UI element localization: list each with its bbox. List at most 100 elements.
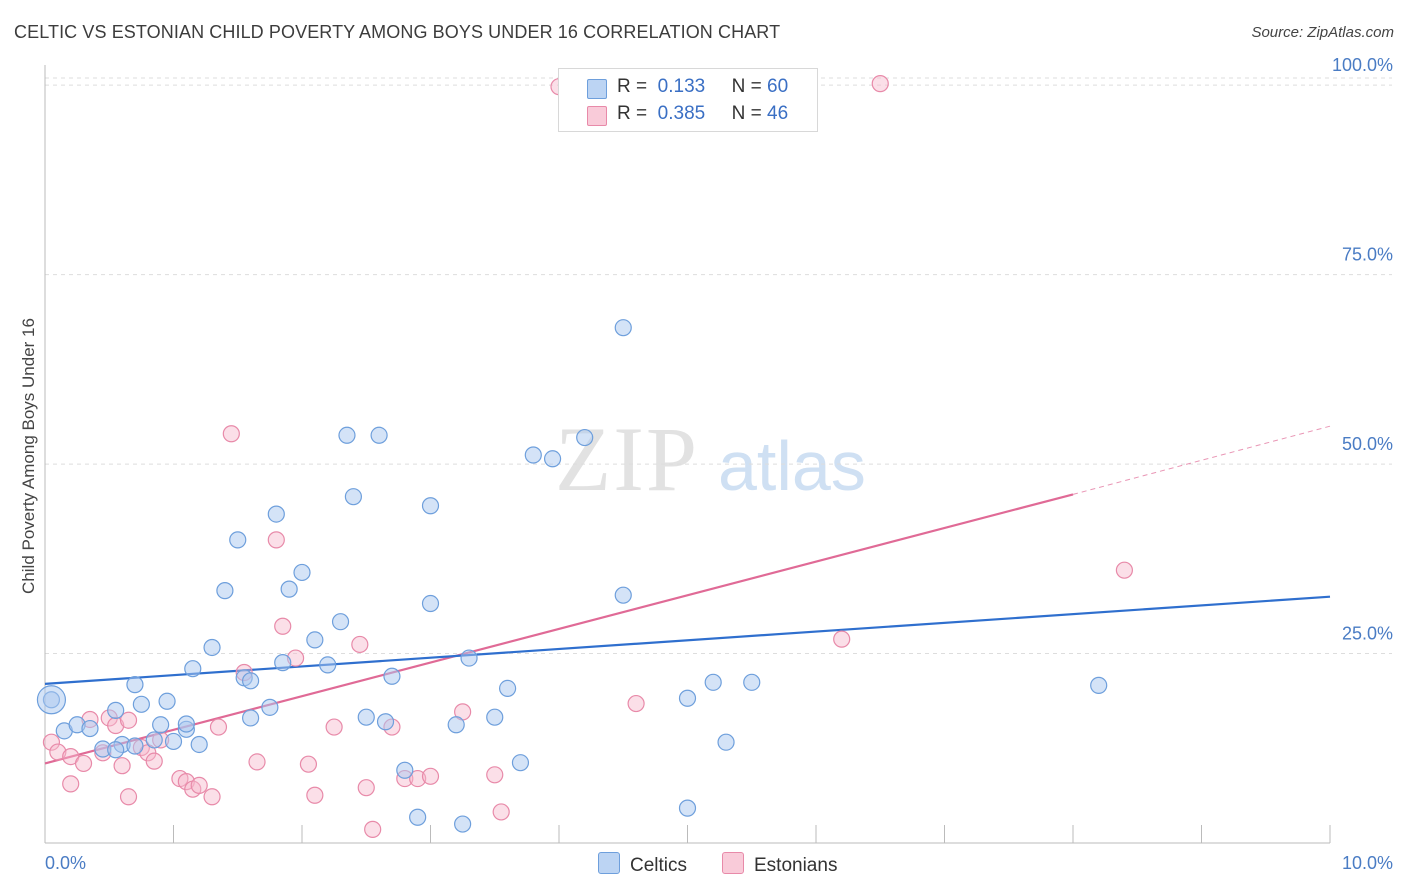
watermark-zip: ZIP bbox=[555, 408, 699, 510]
celtics-point bbox=[743, 673, 761, 691]
celtics-point bbox=[499, 679, 517, 698]
celtics-point bbox=[158, 692, 176, 710]
celtics-point bbox=[338, 426, 356, 444]
celtics-point bbox=[370, 426, 388, 444]
celtics-point bbox=[152, 716, 170, 734]
y-axis-label: Child Poverty Among Boys Under 16 bbox=[19, 318, 38, 594]
estonians-point bbox=[119, 788, 138, 806]
legend-r-value: 0.385 bbox=[657, 103, 706, 124]
celtics-point bbox=[396, 761, 414, 779]
estonians-point bbox=[325, 718, 343, 736]
celtics-swatch bbox=[587, 79, 607, 99]
legend-n-label: N = bbox=[731, 103, 762, 124]
estonians-point bbox=[409, 769, 427, 788]
celtics-point bbox=[164, 732, 183, 751]
estonians-point bbox=[62, 775, 80, 793]
celtics-point bbox=[229, 531, 247, 549]
celtics-point bbox=[184, 660, 202, 678]
estonians-point bbox=[145, 752, 163, 770]
celtics-point bbox=[614, 586, 632, 604]
celtics-point bbox=[704, 673, 722, 691]
celtics-point bbox=[357, 708, 375, 726]
estonians-point bbox=[871, 75, 889, 93]
estonians-point bbox=[42, 733, 61, 751]
estonians-point bbox=[190, 776, 208, 795]
celtics-point bbox=[274, 654, 292, 672]
celtics-point bbox=[203, 638, 221, 657]
celtics-point bbox=[543, 450, 562, 468]
estonians-point bbox=[274, 617, 292, 635]
celtics-point bbox=[267, 505, 285, 523]
estonians-swatch bbox=[722, 852, 744, 874]
gridlines bbox=[45, 77, 1392, 655]
celtics-point bbox=[511, 754, 530, 772]
celtics-point bbox=[678, 689, 697, 707]
bottom-legend-estonians: Estonians bbox=[722, 852, 837, 877]
axes bbox=[44, 65, 1331, 844]
estonians-point bbox=[267, 531, 285, 549]
legend-r-label: R = bbox=[617, 76, 648, 97]
celtics-point bbox=[177, 715, 195, 733]
legend-r-value: 0.133 bbox=[657, 76, 706, 97]
celtics-point bbox=[331, 613, 350, 631]
celtics-point bbox=[421, 594, 440, 613]
estonians-point bbox=[222, 425, 240, 443]
estonians-point bbox=[49, 743, 67, 761]
bottom-legend-celtics: Celtics bbox=[598, 852, 687, 877]
legend-r-label: R = bbox=[617, 103, 648, 124]
estonians-point bbox=[357, 779, 375, 797]
estonians-trend-line bbox=[44, 493, 1074, 765]
estonians-point bbox=[833, 630, 851, 648]
celtics-point bbox=[293, 563, 311, 582]
estonians-point bbox=[351, 635, 369, 654]
celtics-point bbox=[678, 799, 697, 817]
estonians-point bbox=[1115, 561, 1134, 579]
tick-labels: 25.0% 50.0% 75.0% 100.0% 0.0% 10.0% bbox=[45, 55, 1393, 873]
y-tick-label: 25.0% bbox=[1342, 624, 1393, 644]
trend-lines bbox=[44, 425, 1331, 765]
x-tick-label: 10.0% bbox=[1342, 853, 1393, 873]
estonians-point bbox=[299, 755, 318, 773]
estonians-point bbox=[113, 757, 131, 775]
estonians-point bbox=[203, 788, 221, 806]
celtics-point bbox=[126, 676, 144, 694]
estonians-point bbox=[209, 718, 228, 736]
celtics-point bbox=[454, 815, 472, 833]
y-tick-label: 75.0% bbox=[1342, 245, 1393, 265]
estonians-point bbox=[364, 820, 382, 838]
y-tick-label: 100.0% bbox=[1332, 55, 1393, 75]
celtics-swatch bbox=[598, 852, 620, 874]
celtics-point bbox=[132, 695, 150, 713]
celtics-point bbox=[421, 497, 440, 515]
celtics-point bbox=[524, 446, 542, 464]
estonians-point bbox=[306, 786, 324, 804]
legend: R = 0.133 N = 60 R = 0.385 N = 46 bbox=[558, 68, 818, 132]
celtics-point bbox=[409, 808, 427, 826]
celtics-trend-line bbox=[44, 595, 1331, 685]
celtics-point bbox=[383, 667, 401, 685]
celtics-point bbox=[107, 741, 125, 759]
celtics-point bbox=[261, 698, 279, 716]
estonians-point bbox=[119, 711, 138, 729]
celtics-point-large bbox=[36, 685, 67, 715]
watermark-atlas: atlas bbox=[718, 427, 866, 505]
celtics-point bbox=[242, 672, 260, 690]
celtics-point bbox=[190, 735, 208, 754]
estonians-point bbox=[421, 767, 440, 785]
celtics-points bbox=[36, 319, 1108, 833]
estonians-trend-extension bbox=[1072, 425, 1331, 495]
celtics-point bbox=[319, 656, 337, 674]
estonians-point bbox=[492, 803, 510, 821]
estonians-swatch bbox=[587, 106, 607, 126]
estonians-point bbox=[248, 753, 266, 771]
estonians-legend-label: Estonians bbox=[754, 855, 838, 876]
x-tick-label: 0.0% bbox=[45, 853, 86, 873]
estonians-point bbox=[486, 766, 504, 784]
y-tick-label: 50.0% bbox=[1342, 434, 1393, 454]
celtics-point bbox=[486, 708, 504, 726]
celtics-point bbox=[81, 719, 99, 738]
source-label: Source: ZipAtlas.com bbox=[1251, 24, 1394, 41]
celtics-point bbox=[145, 731, 163, 749]
celtics-point bbox=[306, 631, 324, 649]
